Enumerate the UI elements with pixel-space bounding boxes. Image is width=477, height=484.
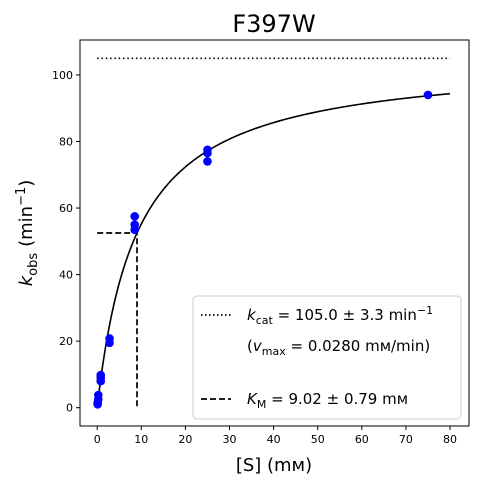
y-tick-label: 20 bbox=[59, 335, 73, 348]
data-point bbox=[130, 212, 139, 221]
y-tick-label: 0 bbox=[66, 402, 73, 415]
legend-km-rest: = 9.02 ± 0.79 mᴍ bbox=[266, 390, 408, 408]
fit-curve bbox=[96, 92, 451, 408]
data-points bbox=[93, 90, 433, 409]
legend-km-sub: M bbox=[257, 398, 267, 411]
data-point bbox=[203, 145, 212, 155]
legend: kcat = 105.0 ± 3.3 min−1 (vmax = 0.0280 … bbox=[192, 295, 462, 420]
x-tick-label: 70 bbox=[399, 433, 413, 446]
data-point bbox=[130, 220, 139, 229]
legend-vmax-sub: max bbox=[262, 345, 286, 358]
data-point bbox=[105, 334, 114, 343]
x-tick-label: 50 bbox=[311, 433, 325, 446]
x-axis-label: [S] (mᴍ) bbox=[236, 455, 312, 476]
legend-kcat-k: k bbox=[247, 306, 257, 324]
x-tick-label: 30 bbox=[223, 433, 237, 446]
y-tick-label: 40 bbox=[59, 269, 73, 282]
data-point bbox=[203, 157, 212, 166]
x-tick-label: 10 bbox=[134, 433, 148, 446]
x-tick-label: 0 bbox=[94, 433, 101, 446]
svg-text:kobs(min−1): kobs (min−1) bbox=[14, 180, 41, 287]
y-axis-ticks: 0 20 40 60 80 100 bbox=[52, 69, 80, 415]
legend-vmax-v: v bbox=[253, 337, 263, 355]
y-axis-label-k: k bbox=[16, 274, 37, 286]
y-axis-label-close: ) bbox=[16, 180, 37, 187]
legend-vmax-open: ( bbox=[247, 337, 253, 355]
y-axis-label-sub: obs bbox=[26, 253, 41, 276]
x-tick-label: 20 bbox=[178, 433, 192, 446]
x-axis-ticks: 0 10 20 30 40 50 60 70 80 bbox=[94, 426, 457, 446]
svg-text:kcat = 105.0 ± 3.3 min−1: kcat = 105.0 ± 3.3 min−1 bbox=[247, 304, 433, 327]
y-axis-label-sup: −1 bbox=[14, 187, 29, 206]
y-tick-label: 60 bbox=[59, 202, 73, 215]
data-point bbox=[94, 390, 103, 400]
plot-frame bbox=[79, 39, 470, 427]
legend-kcat-sub: cat bbox=[256, 314, 274, 327]
x-tick-label: 40 bbox=[267, 433, 281, 446]
legend-vmax-rest: = 0.0280 mᴍ/min) bbox=[286, 337, 430, 355]
legend-box bbox=[192, 295, 462, 420]
svg-text:(vmax = 0.0280 mᴍ/min): (vmax = 0.0280 mᴍ/min) bbox=[247, 337, 430, 358]
y-axis-label-group: kobs (min−1) bbox=[14, 180, 41, 287]
y-tick-label: 80 bbox=[59, 135, 73, 148]
legend-kcat-rest: = 105.0 ± 3.3 min bbox=[273, 306, 417, 324]
legend-km-k: K bbox=[247, 390, 258, 408]
data-point bbox=[423, 90, 433, 100]
data-point bbox=[96, 370, 106, 380]
legend-kcat-sup: −1 bbox=[417, 304, 433, 317]
y-tick-label: 100 bbox=[52, 69, 73, 82]
x-tick-label: 60 bbox=[355, 433, 369, 446]
chart-title: F397W bbox=[232, 10, 315, 38]
x-tick-label: 80 bbox=[443, 433, 457, 446]
svg-text:KM = 9.02 ± 0.79 mᴍ: KM = 9.02 ± 0.79 mᴍ bbox=[247, 390, 408, 411]
y-axis-label-unit: (min bbox=[16, 206, 37, 247]
